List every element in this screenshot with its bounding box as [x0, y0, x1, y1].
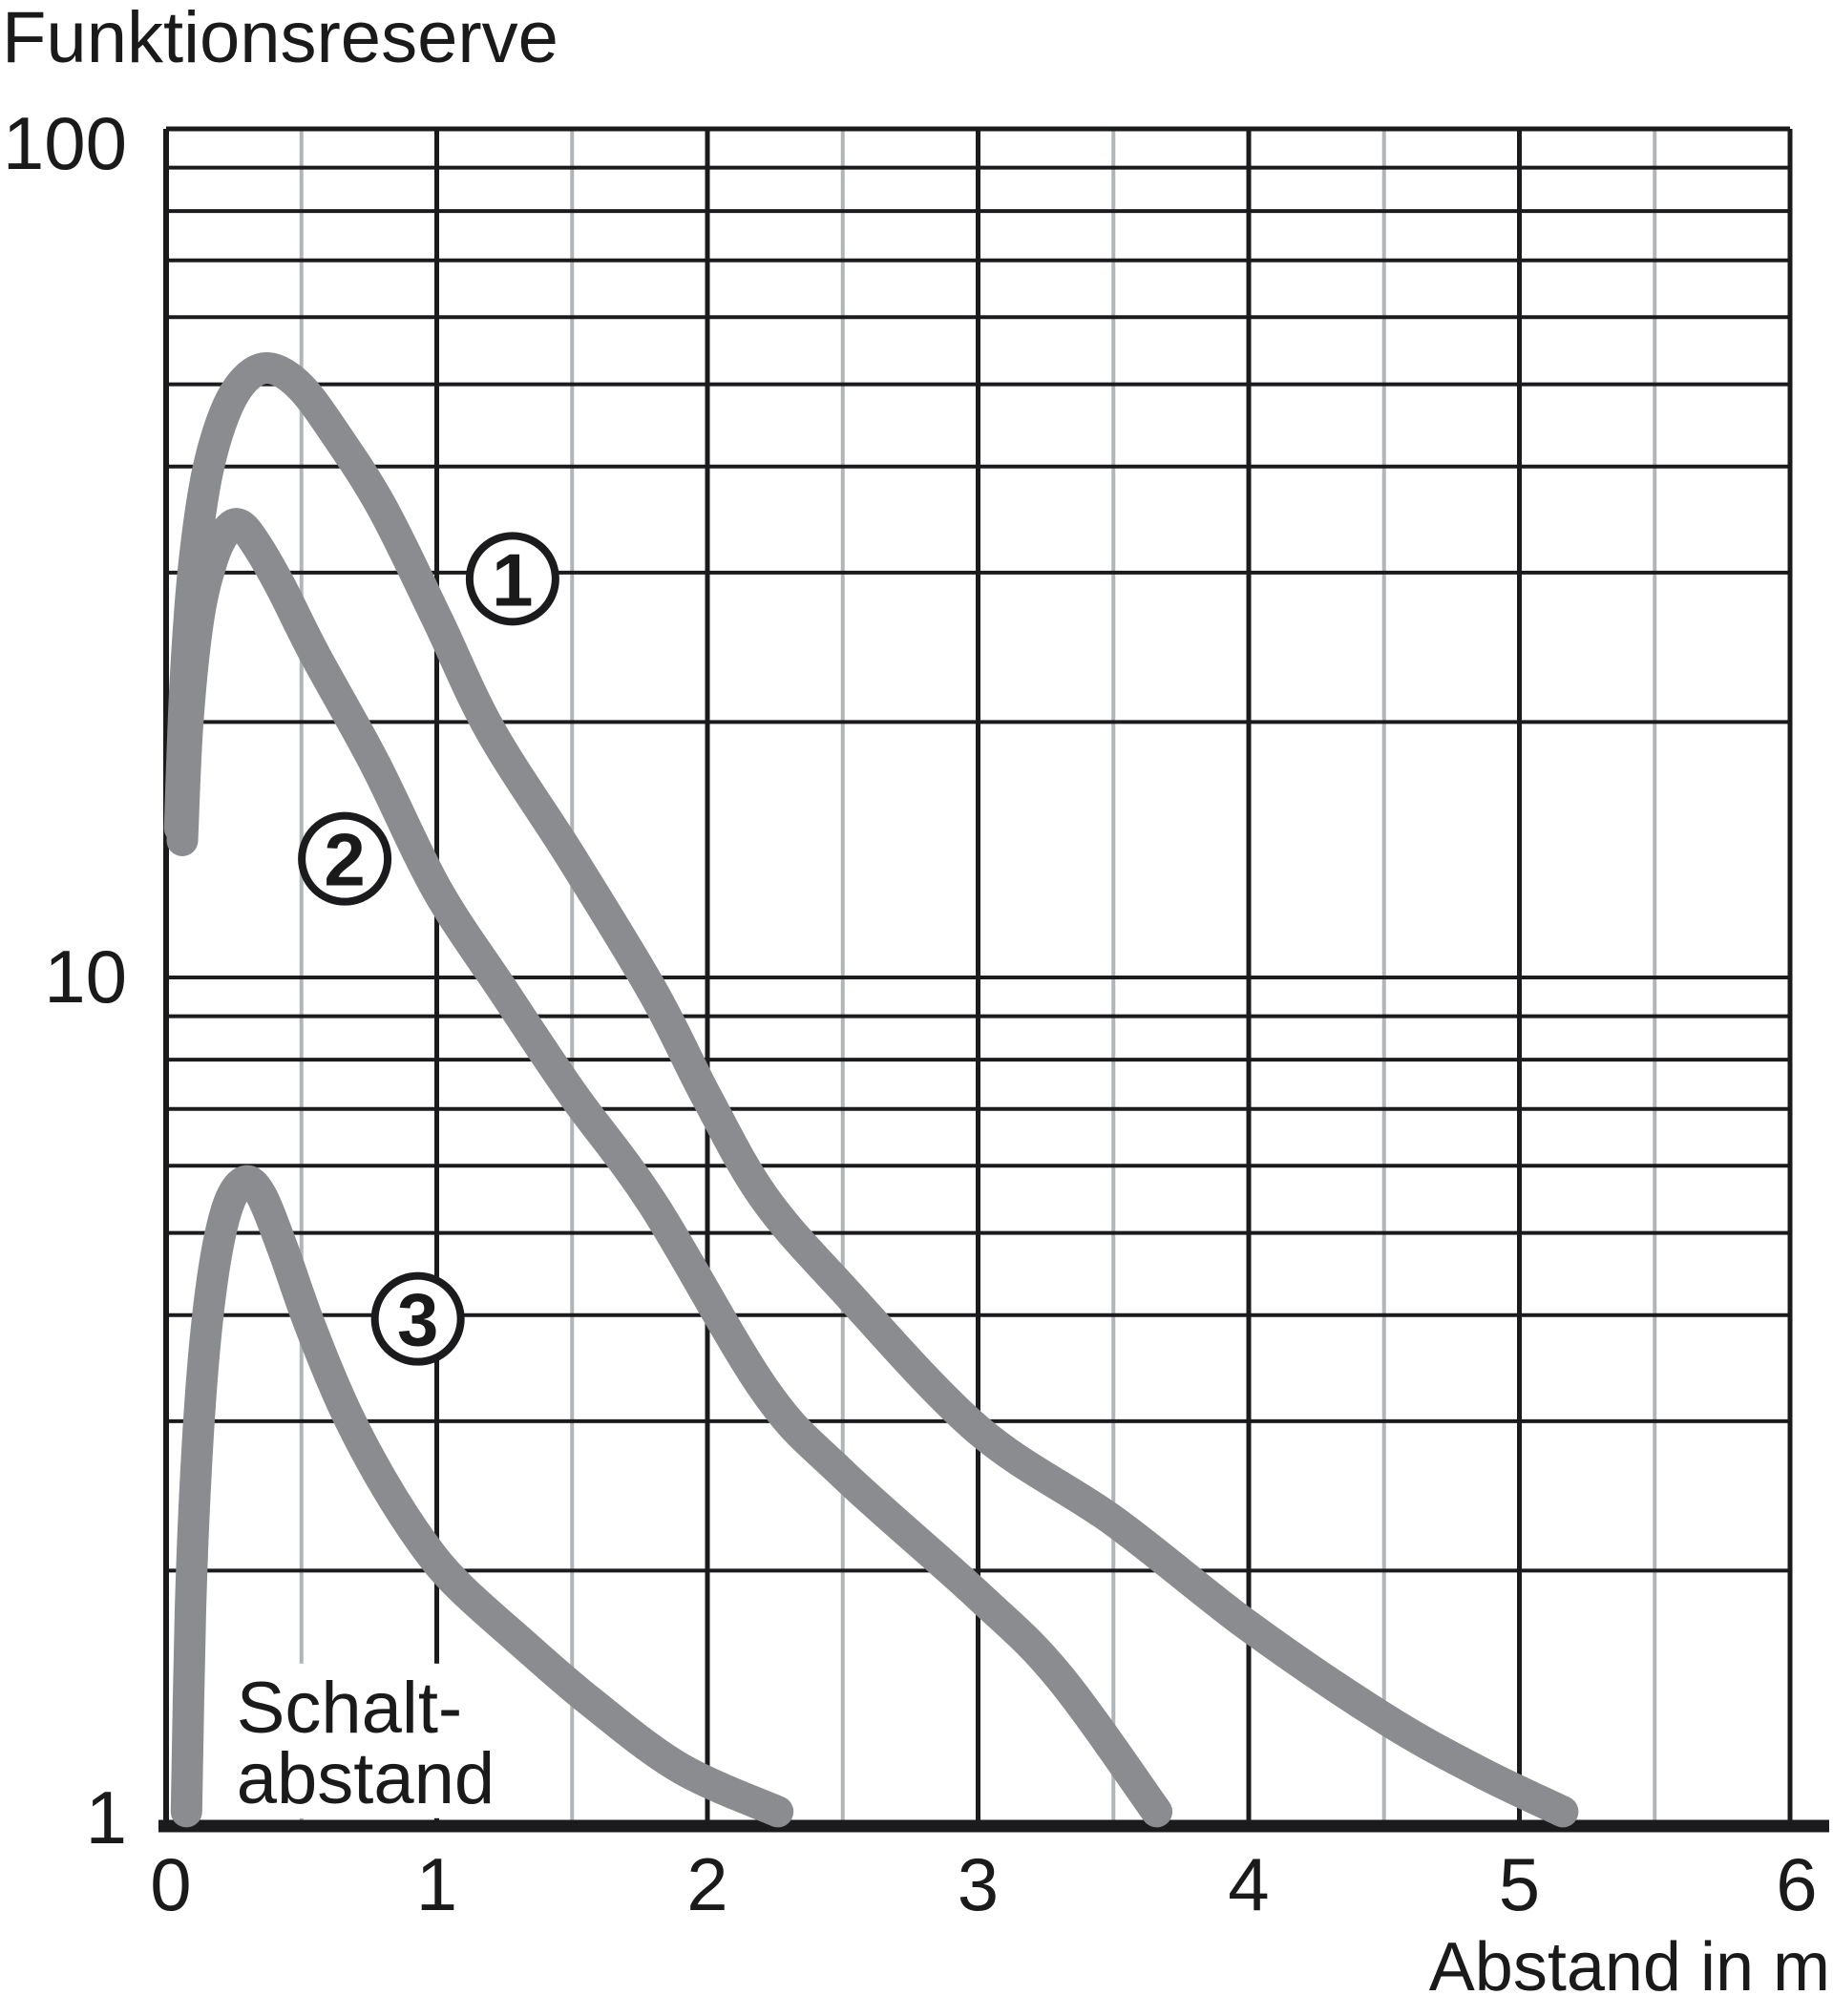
x-tick-label-2: 2 — [686, 1842, 727, 1926]
curves-layer — [163, 352, 1579, 1828]
curve-number-markers-layer: 1 2 3 — [298, 532, 559, 1366]
curve-marker-circle-1 — [465, 532, 559, 626]
annotation-line-2: abstand — [237, 1738, 495, 1819]
grid-major-layer — [158, 126, 1829, 1833]
curve-marker-number-1: 1 — [492, 537, 533, 621]
x-tick-label-4: 4 — [1228, 1842, 1269, 1926]
y-tick-label-100: 100 — [3, 101, 127, 185]
series-curve-2 — [166, 508, 1173, 1828]
x-tick-label-5: 5 — [1499, 1842, 1540, 1926]
series-curve-3 — [170, 1165, 794, 1828]
series-curve-1 — [163, 352, 1579, 1828]
annotation-layer: Schalt-abstand — [224, 1663, 495, 1819]
x-tick-label-1: 1 — [416, 1842, 457, 1926]
x-tick-label-6: 6 — [1776, 1842, 1817, 1926]
curve-marker-number-3: 3 — [397, 1278, 438, 1362]
x-tick-label-0: 0 — [150, 1842, 191, 1926]
annotation-background — [224, 1663, 493, 1818]
chart-title: Funktionsreserve — [2, 0, 558, 78]
x-tick-label-3: 3 — [958, 1842, 999, 1926]
x-axis-title: Abstand in m — [1429, 1929, 1830, 2006]
y-tick-label-10: 10 — [44, 934, 127, 1018]
curve-marker-circle-2 — [298, 811, 392, 906]
curve-marker-number-2: 2 — [324, 818, 365, 902]
annotation-line-1: Schalt- — [237, 1668, 463, 1749]
y-tick-label-1: 1 — [86, 1775, 127, 1859]
curve-marker-circle-3 — [370, 1271, 465, 1366]
